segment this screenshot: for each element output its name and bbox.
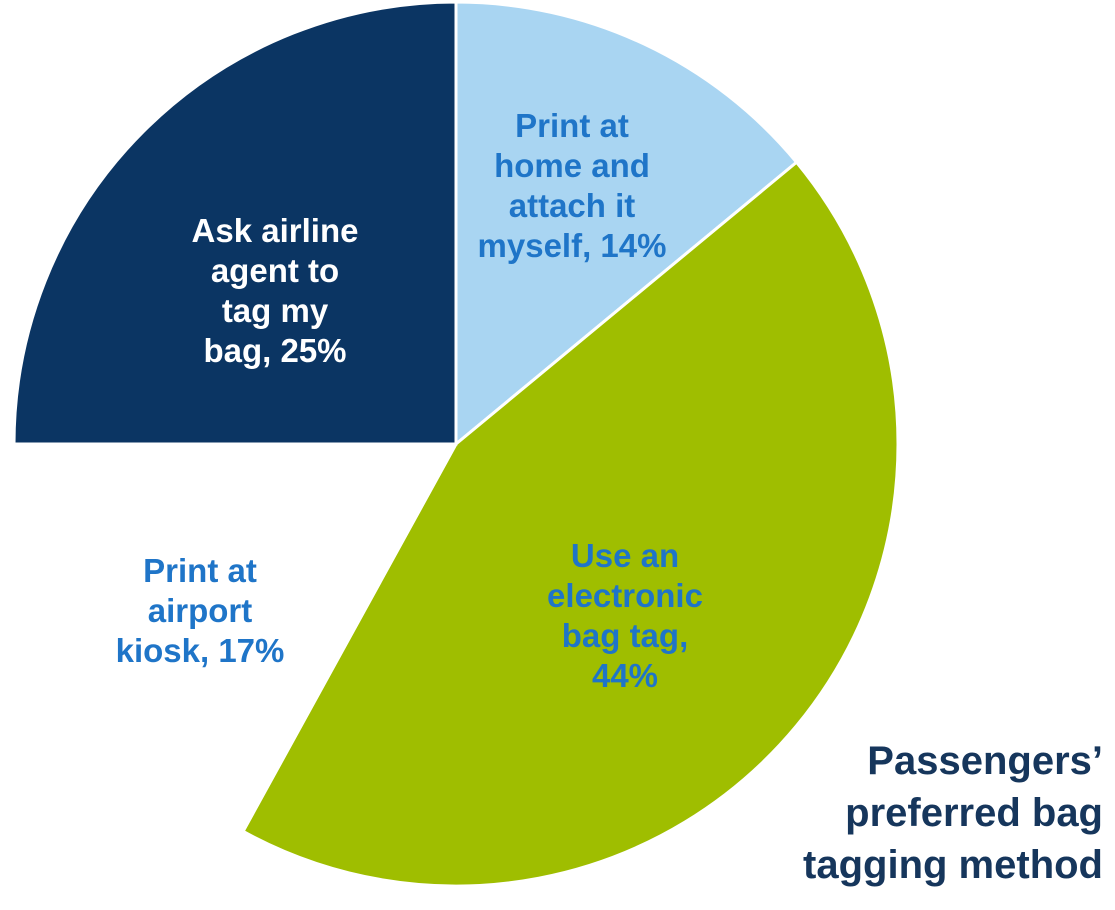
pie-slice-1 — [454, 0, 799, 448]
pie-slice-label-line: kiosk, 17% — [116, 632, 285, 669]
pie-slice-label-line: bag tag, — [562, 617, 689, 654]
pie-slice-label-line: attach it — [509, 187, 636, 224]
pie-slice-4 — [12, 0, 458, 446]
pie-slice-label-1: Print at home and attach it myself, 14% — [478, 107, 667, 264]
chart-title-line-2: preferred bag — [845, 791, 1103, 835]
chart-title-line-1: Passengers’ — [867, 739, 1103, 783]
pie-slice-label-line: tag my — [222, 292, 329, 329]
pie-slice-label-3: Print at airport kiosk, 17% — [116, 552, 285, 669]
pie-slice-2 — [241, 160, 900, 888]
pie-slice-label-line: 44% — [592, 657, 658, 694]
chart-title-line-3: tagging method — [803, 843, 1103, 887]
pie-slice-label-line: Print at — [143, 552, 257, 589]
pie-slices — [12, 0, 900, 888]
pie-slice-label-4: Ask airline agent to tag my bag, 25% — [192, 212, 359, 369]
pie-slice-label-line: bag, 25% — [203, 332, 346, 369]
pie-slice-label-line: electronic — [547, 577, 703, 614]
pie-slice-3 — [12, 442, 459, 834]
pie-slice-label-line: Ask airline — [192, 212, 359, 249]
pie-slice-label-line: home and — [494, 147, 650, 184]
pie-slice-label-line: Print at — [515, 107, 629, 144]
pie-labels: Print at home and attach it myself, 14%Use … — [116, 107, 703, 694]
pie-slice-label-line: airport — [148, 592, 253, 629]
pie-slice-label-line: agent to — [211, 252, 339, 289]
pie-slice-label-2: Use an electronic bag tag, 44% — [547, 537, 703, 694]
pie-slice-label-line: Use an — [571, 537, 679, 574]
chart-title: Passengers’ preferred bag tagging method — [803, 735, 1103, 891]
pie-slice-label-line: myself, 14% — [478, 227, 667, 264]
